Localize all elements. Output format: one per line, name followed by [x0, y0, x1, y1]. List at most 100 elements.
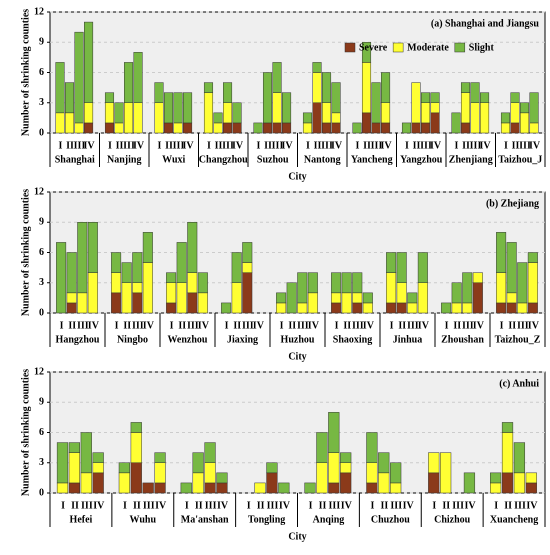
bar-segment — [77, 292, 88, 314]
y-tick-label: 12 — [34, 366, 44, 377]
bar-segment — [331, 122, 341, 134]
period-label: II — [116, 140, 124, 151]
x-axis-label: City — [288, 171, 306, 182]
y-tick-label: 0 — [39, 307, 44, 318]
y-tick-label: 9 — [39, 217, 44, 228]
bar-segment — [501, 422, 514, 433]
bar-segment — [223, 102, 233, 124]
bar-segment — [371, 122, 381, 134]
bar-segment — [352, 122, 362, 134]
period-label: II — [133, 500, 141, 511]
period-label: IV — [88, 320, 100, 331]
period-label: II — [314, 140, 322, 151]
bar-segment — [232, 102, 242, 124]
bar-segment — [166, 302, 177, 314]
bar-segment — [92, 472, 104, 494]
group-label: Ma'anshan — [181, 514, 229, 525]
legend-label: Severe — [359, 42, 388, 53]
group-label: Xuancheng — [490, 514, 538, 525]
bar-segment — [68, 452, 80, 484]
bar-segment — [462, 302, 473, 314]
group-label: Taizhou_Z — [495, 334, 541, 345]
period-label: II — [165, 140, 173, 151]
bar-segment — [381, 122, 391, 134]
bar-segment — [173, 122, 183, 134]
period-label: II — [68, 320, 76, 331]
bar-segment — [460, 122, 471, 134]
bar-segment — [307, 292, 318, 314]
bar-segment — [396, 302, 407, 314]
bar-segment — [381, 72, 391, 103]
bar-segment — [231, 282, 242, 314]
period-label: II — [504, 500, 512, 511]
bar-segment — [104, 122, 115, 134]
bar-segment — [490, 482, 502, 494]
bar-segment — [506, 302, 517, 314]
period-label: II — [233, 320, 241, 331]
bar-segment — [276, 292, 287, 304]
bar-segment — [221, 302, 232, 314]
period-label: II — [123, 320, 131, 331]
bar-segment — [104, 102, 115, 124]
bar-segment — [133, 102, 143, 134]
bar-segment — [56, 442, 69, 484]
period-label: III — [420, 140, 432, 151]
bar-segment — [297, 272, 308, 304]
period-label: IV — [93, 500, 105, 511]
period-label: II — [66, 140, 74, 151]
bar-segment — [80, 432, 92, 474]
bar-segment — [84, 122, 94, 134]
bar-segment — [114, 102, 124, 124]
bar-segment — [417, 282, 428, 314]
period-label: I — [455, 140, 459, 151]
y-tick-label: 3 — [39, 97, 44, 108]
bar-segment — [390, 482, 402, 494]
bar-segment — [421, 92, 431, 103]
bar-segment — [187, 222, 198, 273]
bar-segment — [64, 82, 75, 114]
period-label: III — [205, 500, 217, 511]
bar-segment — [386, 272, 397, 304]
period-label: IV — [253, 320, 265, 331]
period-label: IV — [418, 320, 430, 331]
bar-segment — [242, 262, 253, 273]
bar-segment — [328, 452, 340, 484]
bar-segment — [411, 122, 421, 134]
period-label: I — [432, 500, 436, 511]
bar-segment — [386, 302, 397, 314]
bar-segment — [460, 82, 471, 93]
period-label: I — [158, 140, 162, 151]
period-label: III — [267, 500, 279, 511]
bar-segment — [142, 232, 153, 263]
bar-segment — [421, 122, 431, 134]
period-label: I — [494, 500, 498, 511]
bar-segment — [361, 62, 372, 114]
bar-segment — [331, 82, 341, 114]
bar-segment — [272, 122, 282, 134]
period-label: IV — [281, 140, 293, 151]
bar-segment — [176, 282, 187, 314]
y-tick-label: 9 — [39, 397, 44, 408]
bar-segment — [66, 252, 77, 294]
period-label: I — [115, 320, 119, 331]
bar-segment — [77, 222, 88, 294]
period-label: IV — [182, 140, 194, 151]
bar-segment — [527, 252, 538, 263]
period-label: III — [272, 140, 284, 151]
period-label: I — [335, 320, 339, 331]
bar-segment — [451, 302, 462, 314]
bar-segment — [366, 462, 378, 484]
period-label: I — [280, 320, 284, 331]
bar-segment — [286, 282, 297, 314]
group-label: Anqing — [313, 514, 345, 525]
bar-segment — [302, 112, 313, 124]
bar-segment — [390, 462, 402, 484]
bar-segment — [352, 302, 363, 314]
y-tick-label: 0 — [39, 487, 44, 498]
bar-segment — [272, 92, 282, 124]
period-label: IV — [403, 500, 415, 511]
period-label: III — [462, 320, 474, 331]
bar-segment — [352, 292, 363, 304]
period-label: IV — [528, 320, 540, 331]
bar-segment — [121, 282, 132, 314]
